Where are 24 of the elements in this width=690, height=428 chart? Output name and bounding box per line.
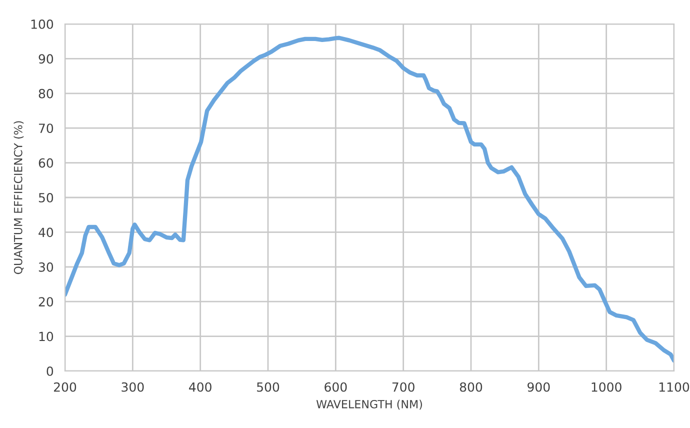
x-tick-label: 400 xyxy=(189,382,212,392)
y-tick-label: 50 xyxy=(38,192,54,202)
x-tick-label: 500 xyxy=(257,382,280,392)
x-tick-label: 300 xyxy=(122,382,144,392)
y-tick-label: 0 xyxy=(46,366,54,376)
line-series xyxy=(65,36,674,363)
y-tick-label: 90 xyxy=(38,54,54,64)
x-tick-label: 1100 xyxy=(659,382,690,392)
x-tick-label: 900 xyxy=(528,382,550,392)
x-tick-label: 700 xyxy=(392,382,414,392)
y-tick-label: 70 xyxy=(39,124,54,134)
y-tick-label: 100 xyxy=(31,19,54,29)
y-tick-label: 20 xyxy=(38,297,54,307)
x-tick-label: 200 xyxy=(54,382,76,392)
x-tick-label: 800 xyxy=(460,382,482,392)
x-tick-label: 600 xyxy=(324,382,347,392)
y-tick-label: 10 xyxy=(39,332,54,342)
y-tick-label: 30 xyxy=(38,262,54,272)
y-tick-label: 40 xyxy=(38,228,54,238)
x-axis-title: WAVELENGTH (NM) xyxy=(316,400,422,410)
y-tick-label: 60 xyxy=(38,158,54,168)
x-tick-label: 1000 xyxy=(592,382,622,392)
y-tick-label: 80 xyxy=(38,88,54,98)
y-axis-title: QUANTUM EFFIECIENCY (%) xyxy=(14,121,24,274)
